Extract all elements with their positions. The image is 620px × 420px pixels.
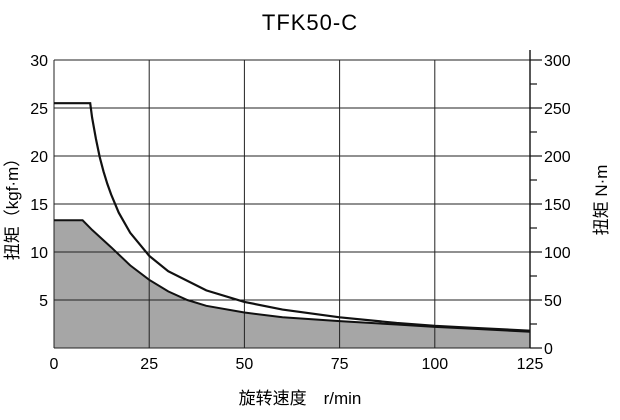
x-axis-label: 旋转速度 r/min xyxy=(239,389,362,408)
tick-layer: 0 25 50 75 100 125510152025300501001502002503… xyxy=(30,50,571,373)
area-layer xyxy=(54,220,530,348)
y-right-tick-label-3: 150 xyxy=(544,197,571,214)
x-tick-label-0: 0 xyxy=(50,356,59,373)
y-left-tick-label-2: 15 xyxy=(30,197,48,214)
y-right-tick-label-0: 0 xyxy=(544,341,553,358)
chart-title: TFK50-C xyxy=(262,10,358,35)
y-right-tick-label-4: 200 xyxy=(544,149,571,166)
x-tick-label-5: 125 xyxy=(517,356,544,373)
y-right-tick-label-1: 50 xyxy=(544,293,562,310)
x-tick-label-4: 100 xyxy=(421,356,448,373)
y-left-tick-label-1: 10 xyxy=(30,245,48,262)
series-line-0 xyxy=(54,102,531,332)
y-right-tick-label-2: 100 xyxy=(544,245,571,262)
y-left-tick-label-0: 5 xyxy=(39,293,48,310)
y-left-tick-label-4: 25 xyxy=(30,101,48,118)
y-axis-left-label: 扭矩（kgf·m） xyxy=(3,150,22,261)
x-tick-label-1: 25 xyxy=(140,356,158,373)
series-area-edge-1 xyxy=(54,219,531,333)
x-tick-label-2: 50 xyxy=(236,356,254,373)
y-right-tick-label-6: 300 xyxy=(544,53,571,70)
y-right-tick-label-5: 250 xyxy=(544,101,571,118)
y-axis-right-label: 扭矩 N·m xyxy=(592,165,611,236)
line-layer xyxy=(54,102,531,333)
series-area-fill-1 xyxy=(54,220,530,348)
y-left-tick-label-3: 20 xyxy=(30,149,48,166)
y-left-tick-label-5: 30 xyxy=(30,53,48,70)
x-tick-label-3: 75 xyxy=(331,356,349,373)
